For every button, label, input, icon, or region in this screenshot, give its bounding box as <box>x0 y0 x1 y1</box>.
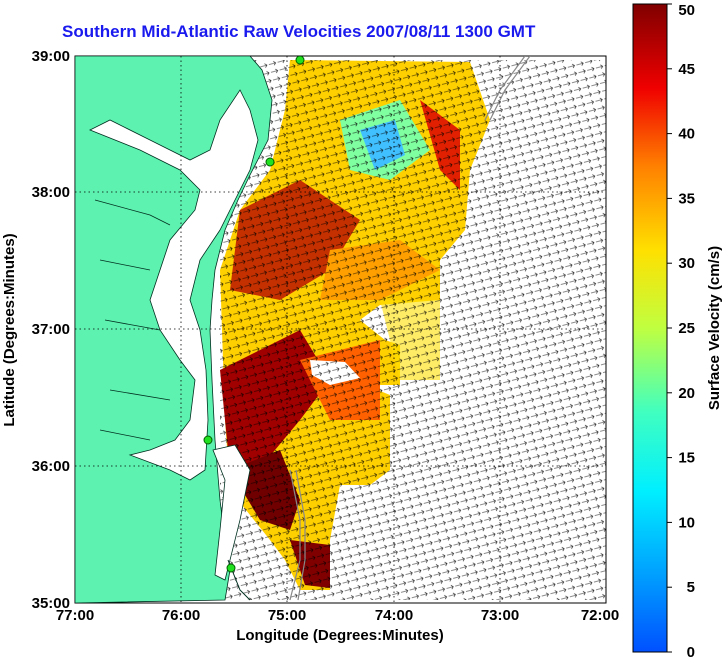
bathymetry-contours <box>289 56 531 601</box>
x-tick-label: 73:00 <box>481 607 519 624</box>
x-tick-label: 74:00 <box>375 607 413 624</box>
x-tick-label: 72:00 <box>581 607 619 624</box>
colorbar-tick-label: 10 <box>678 514 695 531</box>
y-axis-label: Latitude (Degrees:Minutes) <box>1 233 18 426</box>
y-tick-label: 37:00 <box>32 321 70 338</box>
land-mass <box>75 56 273 603</box>
colorbar-tick-label: 40 <box>678 126 695 143</box>
x-tick-label: 75:00 <box>268 607 306 624</box>
x-axis: 77:00 76:00 75:00 74:00 73:00 72:00 Long… <box>56 607 619 644</box>
y-tick-label: 36:00 <box>32 458 70 475</box>
colorbar-tick-label: 25 <box>678 320 695 337</box>
velocity-field <box>220 60 606 600</box>
colorbar-tick-label: 30 <box>678 255 695 272</box>
colorbar-tick-label: 15 <box>678 450 695 467</box>
colorbar-gradient <box>632 3 668 653</box>
x-tick-label: 76:00 <box>162 607 200 624</box>
plot-area <box>74 55 607 604</box>
y-axis: 39:00 38:00 37:00 36:00 35:00 Latitude (… <box>1 48 70 612</box>
y-tick-label: 39:00 <box>32 48 70 65</box>
x-tick-label: 77:00 <box>56 607 94 624</box>
colorbar-tick-label: 50 <box>678 2 695 19</box>
colorbar-tick-label: 0 <box>687 644 695 659</box>
grid-lines <box>75 56 606 603</box>
x-axis-label: Longitude (Degrees:Minutes) <box>236 627 444 644</box>
colorbar-tick-label: 45 <box>678 61 695 78</box>
radar-station-markers <box>203 56 305 573</box>
colorbar-tick-label: 5 <box>687 579 695 596</box>
y-tick-label: 35:00 <box>32 595 70 612</box>
colorbar-label: Surface Velocity (cm/s) <box>706 246 723 410</box>
colorbar-tick-label: 20 <box>678 385 695 402</box>
map-title: Southern Mid-Atlantic Raw Velocities 200… <box>62 22 536 41</box>
y-tick-label: 38:00 <box>32 184 70 201</box>
colorbar-tick-label: 35 <box>678 190 695 207</box>
